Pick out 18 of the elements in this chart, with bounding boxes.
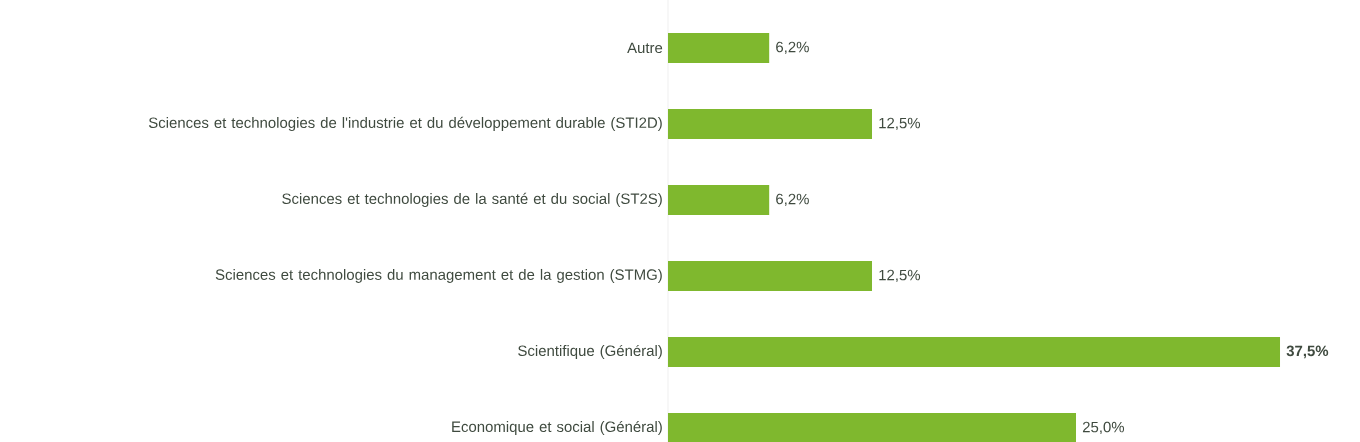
y-tick-label: Sciences et technologies de la santé et du social (ST2S) [282, 192, 662, 207]
data-label: 12,5% [879, 269, 921, 283]
data-label: 12,5% [879, 117, 921, 131]
bar [668, 336, 1281, 367]
bar [668, 32, 770, 63]
data-label: 6,2% [776, 193, 809, 207]
bar [668, 412, 1077, 442]
bar [668, 108, 872, 139]
y-tick-label: Scientifique (Général) [518, 344, 662, 359]
bar [668, 260, 872, 291]
data-label: 6,2% [776, 41, 809, 55]
y-tick-label: Economique et social (Général) [452, 420, 662, 435]
y-tick-label: Sciences et technologies de l'industrie et du développement durable (STI2D) [148, 116, 662, 131]
y-tick-label: Sciences et technologies du management et de la gestion (STMG) [215, 268, 662, 283]
bar [668, 184, 770, 215]
y-tick-label: Autre [627, 42, 663, 54]
data-label: 37,5% [1286, 345, 1329, 359]
data-label: 25,0% [1082, 421, 1125, 435]
